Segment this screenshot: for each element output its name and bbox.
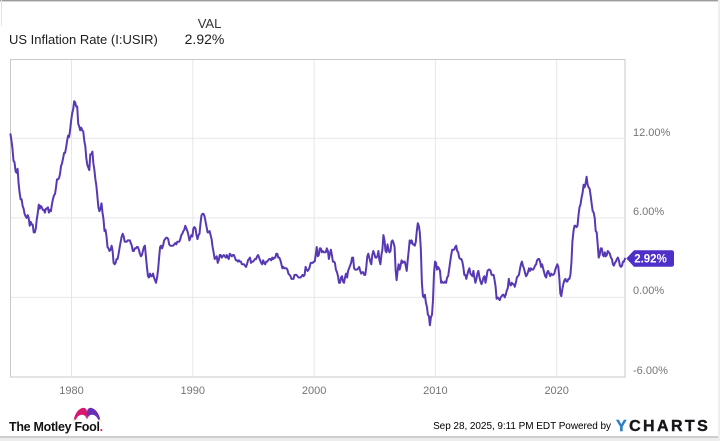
svg-text:2.92%: 2.92% <box>634 254 667 266</box>
